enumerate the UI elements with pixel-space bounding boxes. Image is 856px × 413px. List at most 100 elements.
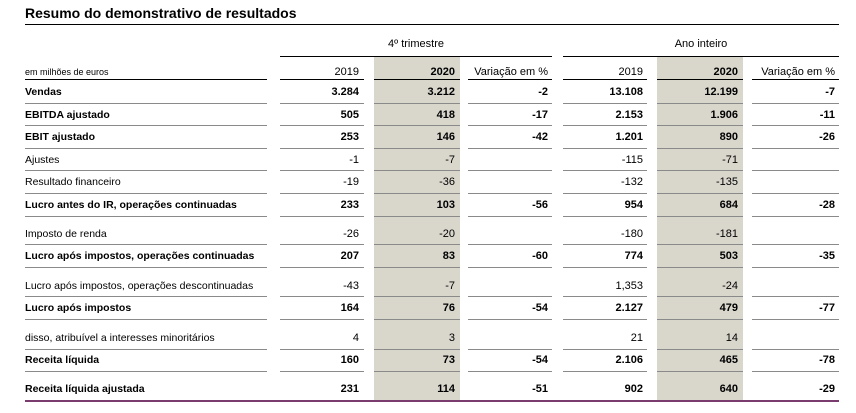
row-separator bbox=[25, 148, 267, 149]
row-separator bbox=[657, 193, 743, 194]
cell-q2020: -20 bbox=[439, 228, 455, 240]
row-separator bbox=[280, 79, 364, 80]
row-label: Receita líquida bbox=[25, 354, 100, 366]
row-separator bbox=[280, 193, 364, 194]
cell-q2020: 418 bbox=[436, 109, 455, 121]
row-label: Receita líquida ajustada bbox=[25, 383, 145, 395]
row-separator bbox=[374, 371, 460, 372]
cell-y2020: -71 bbox=[722, 154, 738, 166]
row-separator bbox=[657, 170, 743, 171]
row-separator bbox=[563, 216, 647, 217]
row-separator bbox=[752, 79, 839, 80]
row-separator bbox=[374, 349, 460, 350]
cell-y2019: 2.106 bbox=[615, 354, 643, 366]
row-separator bbox=[374, 193, 460, 194]
row-separator bbox=[25, 193, 267, 194]
cell-y2020: -181 bbox=[715, 228, 738, 240]
cell-y2019: 954 bbox=[624, 199, 643, 211]
cell-q2020: 3.212 bbox=[427, 86, 455, 98]
cell-q2020: 3 bbox=[448, 332, 455, 344]
col-header-y2020: 2020 bbox=[713, 66, 738, 78]
row-label: Resultado financeiro bbox=[25, 176, 121, 188]
row-separator bbox=[25, 216, 267, 217]
row-separator bbox=[25, 319, 267, 320]
row-separator bbox=[280, 267, 364, 268]
row-separator bbox=[563, 267, 647, 268]
cell-y2020: 12.199 bbox=[704, 86, 738, 98]
row-separator bbox=[280, 125, 364, 126]
row-separator bbox=[468, 216, 552, 217]
row-separator bbox=[657, 103, 743, 104]
row-separator bbox=[280, 296, 364, 297]
row-separator bbox=[280, 216, 364, 217]
cell-yvar: -35 bbox=[819, 250, 835, 262]
row-separator bbox=[657, 371, 743, 372]
row-separator bbox=[25, 125, 267, 126]
cell-q2020: -36 bbox=[439, 176, 455, 188]
cell-y2020: 684 bbox=[719, 199, 738, 211]
cell-qvar: -2 bbox=[538, 86, 548, 98]
col-header-q2020: 2020 bbox=[430, 66, 455, 78]
row-separator bbox=[563, 244, 647, 245]
cell-qvar: -54 bbox=[532, 354, 548, 366]
row-separator bbox=[374, 170, 460, 171]
shade-year-2020 bbox=[657, 57, 743, 401]
row-label: EBIT ajustado bbox=[25, 131, 96, 143]
col-header-y2019: 2019 bbox=[618, 66, 643, 78]
row-separator bbox=[563, 148, 647, 149]
row-separator bbox=[752, 267, 839, 268]
cell-q2019: -1 bbox=[349, 154, 359, 166]
cell-q2020: 83 bbox=[442, 250, 455, 262]
row-separator bbox=[657, 267, 743, 268]
row-separator bbox=[752, 296, 839, 297]
row-separator bbox=[752, 170, 839, 171]
cell-y2020: 503 bbox=[719, 250, 738, 262]
row-separator bbox=[752, 125, 839, 126]
cell-y2019: 2.153 bbox=[615, 109, 643, 121]
cell-q2020: 146 bbox=[436, 131, 455, 143]
row-separator bbox=[468, 244, 552, 245]
row-separator bbox=[280, 170, 364, 171]
cell-y2020: 890 bbox=[719, 131, 738, 143]
row-separator bbox=[468, 125, 552, 126]
cell-q2019: 4 bbox=[352, 332, 359, 344]
row-separator bbox=[280, 349, 364, 350]
cell-y2019: -115 bbox=[621, 154, 643, 166]
row-separator bbox=[468, 267, 552, 268]
row-separator bbox=[752, 371, 839, 372]
row-separator bbox=[468, 349, 552, 350]
cell-yvar: -29 bbox=[819, 383, 835, 395]
row-separator bbox=[563, 125, 647, 126]
table-bottom-rule bbox=[25, 400, 839, 402]
cell-y2019: 774 bbox=[624, 250, 643, 262]
row-label: EBITDA ajustado bbox=[25, 109, 110, 121]
row-separator bbox=[563, 103, 647, 104]
cell-q2020: 76 bbox=[442, 302, 455, 314]
cell-yvar: -26 bbox=[819, 131, 835, 143]
row-separator bbox=[468, 193, 552, 194]
cell-q2019: 160 bbox=[340, 354, 359, 366]
cell-q2019: 505 bbox=[340, 109, 359, 121]
row-separator bbox=[468, 79, 552, 80]
group-quarter-rule bbox=[280, 56, 552, 57]
cell-q2019: -19 bbox=[343, 176, 359, 188]
cell-y2019: -132 bbox=[620, 176, 643, 188]
row-separator bbox=[752, 244, 839, 245]
row-separator bbox=[563, 170, 647, 171]
cell-q2019: 3.284 bbox=[331, 86, 359, 98]
row-separator bbox=[563, 79, 647, 80]
cell-y2020: 465 bbox=[719, 354, 738, 366]
cell-y2019: -180 bbox=[620, 228, 643, 240]
group-year-header: Ano inteiro bbox=[674, 38, 728, 50]
cell-q2019: 207 bbox=[340, 250, 359, 262]
row-separator bbox=[280, 244, 364, 245]
group-year-rule bbox=[563, 56, 839, 57]
cell-y2020: 1.906 bbox=[710, 109, 738, 121]
cell-y2020: 640 bbox=[719, 383, 738, 395]
cell-y2019: 13.108 bbox=[609, 86, 643, 98]
row-label: Ajustes bbox=[25, 154, 60, 166]
row-separator bbox=[25, 244, 267, 245]
page-title: Resumo do demonstrativo de resultados bbox=[25, 5, 297, 21]
row-separator bbox=[280, 319, 364, 320]
row-separator bbox=[25, 267, 267, 268]
